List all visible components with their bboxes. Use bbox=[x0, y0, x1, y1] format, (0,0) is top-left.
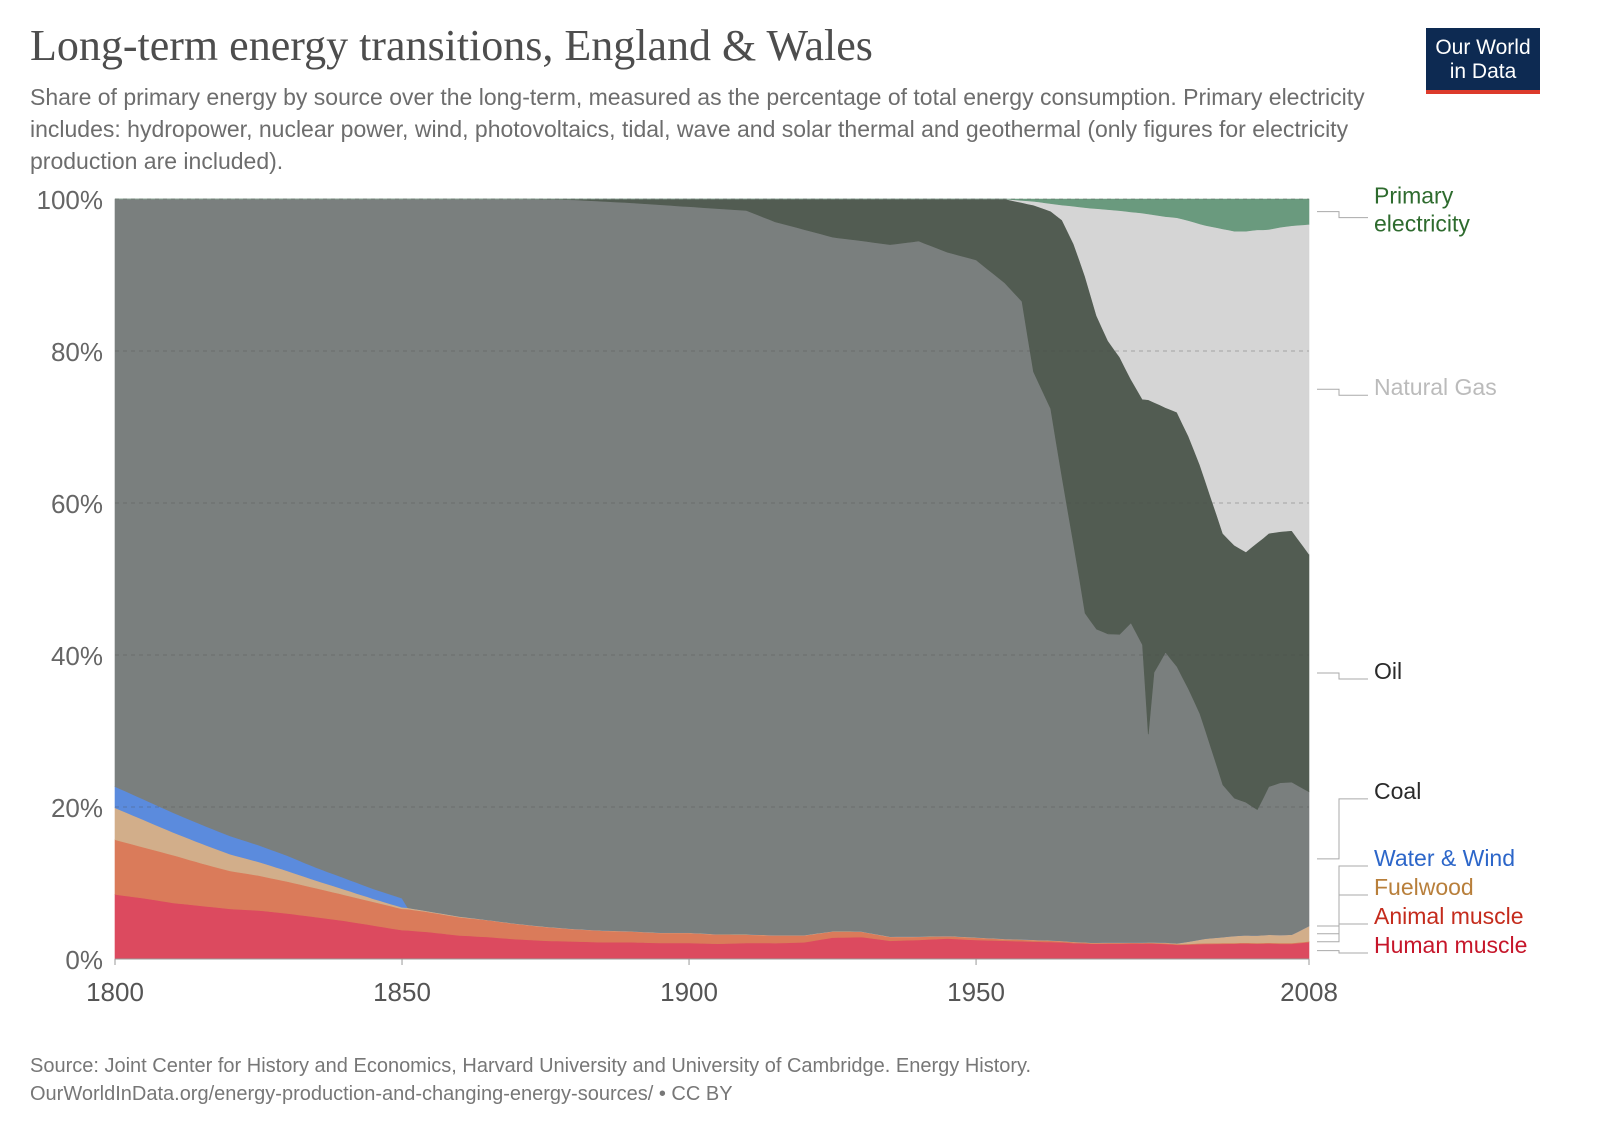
series-label-text: Water & Wind bbox=[1374, 845, 1515, 871]
y-tick-label: 0% bbox=[65, 945, 103, 975]
series-label-text: Primary bbox=[1374, 183, 1454, 209]
y-tick-label: 20% bbox=[51, 793, 103, 823]
label-connector bbox=[1317, 798, 1368, 860]
label-fuelwood[interactable]: Fuelwood bbox=[1317, 874, 1474, 935]
owid-logo[interactable]: Our World in Data bbox=[1426, 28, 1540, 94]
chart-title: Long-term energy transitions, England & … bbox=[30, 21, 873, 70]
gridlines bbox=[115, 198, 1309, 808]
logo-accent-bar bbox=[1426, 90, 1540, 94]
label-human-muscle[interactable]: Human muscle bbox=[1317, 932, 1527, 958]
series-label-text: Coal bbox=[1374, 778, 1421, 804]
source-url[interactable]: OurWorldInData.org/energy-production-and… bbox=[30, 1083, 733, 1105]
label-natural-gas[interactable]: Natural Gas bbox=[1317, 374, 1497, 400]
series-label-text: Oil bbox=[1374, 658, 1402, 684]
area-series bbox=[114, 198, 1310, 960]
label-connector bbox=[1317, 923, 1368, 943]
y-tick-label: 80% bbox=[51, 337, 103, 367]
label-connector bbox=[1317, 388, 1368, 396]
logo-line-1: Our World bbox=[1435, 36, 1531, 59]
stacked-area-chart: 0% 20% 40% 60% 80% 100% 1800 1850 1900 1950 2008 P… bbox=[37, 183, 1528, 1007]
y-tick-label: 100% bbox=[37, 185, 104, 215]
series-label-text: Animal muscle bbox=[1374, 903, 1524, 929]
x-tick-label: 1800 bbox=[86, 977, 144, 1007]
x-tick-label: 1900 bbox=[660, 977, 718, 1007]
label-water-and-wind[interactable]: Water & Wind bbox=[1317, 845, 1515, 927]
footer: Source: Joint Center for History and Eco… bbox=[30, 1052, 1031, 1108]
x-tick-label: 1850 bbox=[373, 977, 431, 1007]
label-coal[interactable]: Coal bbox=[1317, 778, 1421, 860]
label-animal-muscle[interactable]: Animal muscle bbox=[1317, 903, 1524, 943]
area-primary-electricity[interactable] bbox=[115, 198, 1310, 232]
x-tick-label: 1950 bbox=[947, 977, 1005, 1007]
label-connector bbox=[1317, 865, 1368, 927]
y-tick-label: 40% bbox=[51, 641, 103, 671]
label-oil[interactable]: Oil bbox=[1317, 658, 1402, 684]
series-label-text: electricity bbox=[1374, 211, 1470, 237]
series-label-text: Human muscle bbox=[1374, 932, 1527, 958]
y-tick-label: 60% bbox=[51, 489, 103, 519]
label-connector bbox=[1317, 211, 1368, 219]
x-tick-label: 2008 bbox=[1280, 977, 1338, 1007]
series-label-text: Natural Gas bbox=[1374, 374, 1497, 400]
label-connector bbox=[1317, 950, 1368, 954]
label-connector bbox=[1317, 894, 1368, 935]
axes: 0% 20% 40% 60% 80% 100% 1800 1850 1900 1950 2008 bbox=[37, 185, 1338, 1007]
source-note: Source: Joint Center for History and Eco… bbox=[30, 1055, 1032, 1077]
label-connector bbox=[1317, 672, 1368, 680]
chart-subtitle: Share of primary energy by source over t… bbox=[30, 84, 1365, 174]
logo-line-2: in Data bbox=[1449, 60, 1517, 83]
series-label-text: Fuelwood bbox=[1374, 874, 1474, 900]
